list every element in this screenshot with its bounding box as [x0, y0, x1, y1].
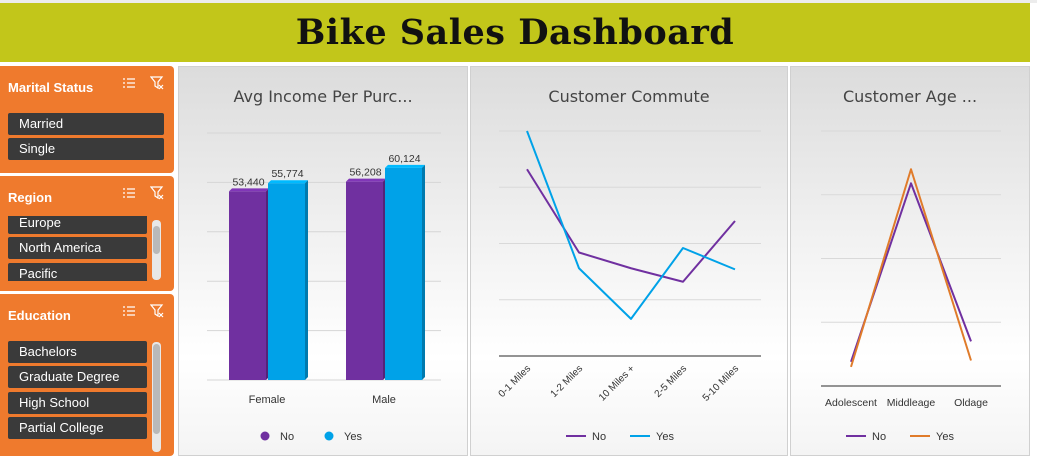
slicer-item-single[interactable]: Single — [8, 138, 164, 160]
data-label: 60,124 — [388, 153, 420, 165]
data-label: 53,440 — [232, 176, 264, 188]
commute-line-chart: 0-1 Miles 1-2 Miles 10 Miles + 2-5 Miles 5-1… — [497, 130, 761, 443]
bar-yes — [268, 183, 305, 380]
chart-title: Avg Income Per Purc... — [233, 87, 413, 106]
legend-label: Yes — [656, 431, 674, 443]
slicer-item-high-school[interactable]: High School — [8, 392, 147, 414]
bar-side — [422, 164, 425, 380]
slicer-header: Education — [8, 308, 71, 323]
x-tick-label: 2-5 Miles — [653, 363, 689, 399]
slicer-item-north-america[interactable]: North America — [8, 237, 147, 259]
x-tick-label: Male — [372, 394, 396, 406]
income-bar-chart: 53,440 55,774 Female 56,208 60,124 Male No Yes — [207, 132, 441, 443]
legend-marker — [324, 431, 334, 441]
multi-select-icon[interactable] — [122, 76, 136, 90]
slicer-item-graduate-degree[interactable]: Graduate Degree — [8, 366, 147, 388]
series-line-yes — [850, 168, 972, 368]
dashboard-title: Bike Sales Dashboard — [295, 12, 735, 53]
bar-top — [385, 164, 425, 168]
x-tick-label: Female — [249, 394, 286, 406]
x-tick-label: 5-10 Miles — [701, 363, 741, 403]
series-line-no — [850, 182, 972, 363]
clear-filter-icon[interactable] — [150, 186, 164, 200]
clear-filter-icon[interactable] — [150, 76, 164, 90]
slicer-scrollbar[interactable] — [152, 342, 161, 452]
series-line-no — [526, 168, 736, 283]
scrollbar-thumb[interactable] — [153, 226, 160, 254]
data-label: 56,208 — [349, 167, 381, 179]
x-tick-label: 10 Miles + — [597, 363, 637, 403]
slicer-item-europe[interactable]: Europe — [8, 216, 147, 234]
multi-select-icon[interactable] — [122, 304, 136, 318]
slicer-item-partial-college[interactable]: Partial College — [8, 417, 147, 439]
title-banner: Bike Sales Dashboard — [0, 3, 1030, 62]
x-tick-label: 1-2 Miles — [549, 363, 585, 399]
age-line-chart: Adolescent Middleage Oldage No Yes — [821, 130, 1001, 443]
x-tick-label: Oldage — [954, 397, 988, 409]
slicer-header: Region — [8, 190, 53, 205]
sheet-gridline — [0, 0, 1037, 3]
bar-top — [229, 188, 269, 192]
bar-top — [268, 180, 308, 184]
slicer-item-married[interactable]: Married — [8, 113, 164, 135]
slicer-header: Marital Status — [8, 80, 94, 95]
multi-select-icon[interactable] — [122, 186, 136, 200]
chart-title: Customer Commute — [548, 87, 710, 106]
bar-side — [305, 180, 308, 380]
bar-no — [346, 181, 383, 380]
slicer-region: Region Europe North America Pacific — [0, 176, 174, 291]
chart-panel-commute[interactable]: Customer Commute 0-1 Miles 1-2 Miles 10 Mi… — [470, 66, 788, 456]
legend-label: Yes — [344, 431, 362, 443]
scrollbar-thumb[interactable] — [153, 344, 160, 434]
data-label: 55,774 — [271, 168, 303, 180]
legend-label: No — [872, 431, 886, 443]
x-tick-label: Middleage — [887, 397, 936, 409]
slicer-item-list: Europe North America Pacific — [0, 216, 174, 281]
legend-marker — [260, 431, 270, 441]
bar-no — [229, 191, 266, 380]
chart-title: Customer Age ... — [842, 87, 978, 106]
slicer-item-pacific[interactable]: Pacific — [8, 263, 147, 281]
legend-label: No — [592, 431, 606, 443]
slicer-item-bachelors[interactable]: Bachelors — [8, 341, 147, 363]
slicer-scrollbar[interactable] — [152, 220, 161, 280]
chart-panel-age[interactable]: Customer Age ... Adolescent Middleage Olda… — [790, 66, 1030, 456]
legend-label: No — [280, 431, 294, 443]
legend-label: Yes — [936, 431, 954, 443]
clear-filter-icon[interactable] — [150, 304, 164, 318]
slicer-education: Education Bachelors Graduate Degree High… — [0, 294, 174, 456]
series-line-yes — [526, 130, 736, 320]
x-tick-label: 0-1 Miles — [497, 363, 533, 399]
x-tick-label: Adolescent — [825, 397, 877, 409]
bar-top — [346, 178, 386, 182]
slicer-marital-status: Marital Status Married Single — [0, 66, 174, 173]
chart-panel-income[interactable]: Avg Income Per Purc... 53,440 55,774 Femal… — [178, 66, 468, 456]
bar-yes — [385, 167, 422, 380]
